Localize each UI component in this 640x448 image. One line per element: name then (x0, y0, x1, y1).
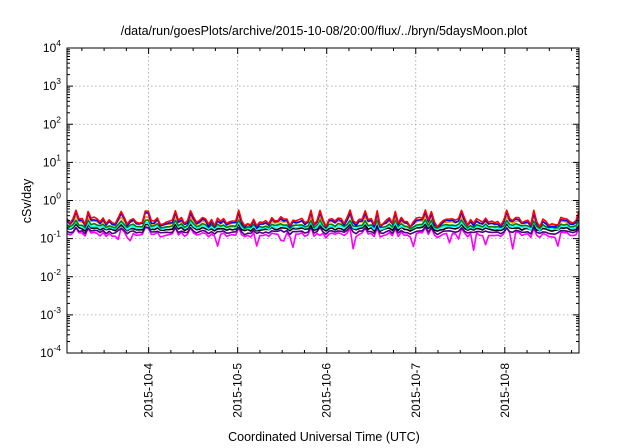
x-tick-label: 2015-10-8 (498, 363, 512, 418)
y-tick-label: 102 (43, 114, 61, 131)
x-tick-labels: 2015-10-4 2015-10-5 2015-10-6 2015-10-7 2015… (142, 363, 512, 418)
y-axis-title: cSv/day (20, 178, 34, 223)
series-line (66, 223, 580, 232)
series-line (66, 209, 580, 228)
series-line (66, 220, 580, 232)
x-tick-label: 2015-10-5 (231, 363, 245, 418)
x-axis-title: Coordinated Universal Time (UTC) (228, 430, 420, 444)
y-tick-label: 10-1 (40, 229, 61, 246)
x-tick-label: 2015-10-6 (320, 363, 334, 418)
series-line (66, 218, 580, 230)
series-line (66, 226, 580, 251)
y-tick-label: 100 (43, 191, 61, 208)
y-tick-labels: 10-4 10-3 10-2 10-1 100 101 102 103 104 (40, 38, 61, 360)
y-tick-label: 104 (43, 38, 61, 55)
series-line (66, 226, 580, 236)
y-tick-label: 101 (43, 152, 61, 169)
y-tick-label: 10-2 (40, 267, 61, 284)
y-tick-label: 10-4 (40, 343, 61, 360)
x-tick-label: 2015-10-7 (409, 363, 423, 418)
chart-title: /data/run/goesPlots/archive/2015-10-08/2… (121, 24, 528, 38)
grid (67, 48, 579, 353)
x-tick-label: 2015-10-4 (142, 363, 156, 418)
ticks (67, 47, 579, 354)
y-tick-label: 10-3 (40, 305, 61, 322)
series-group (66, 209, 580, 251)
y-tick-label: 103 (43, 76, 61, 93)
